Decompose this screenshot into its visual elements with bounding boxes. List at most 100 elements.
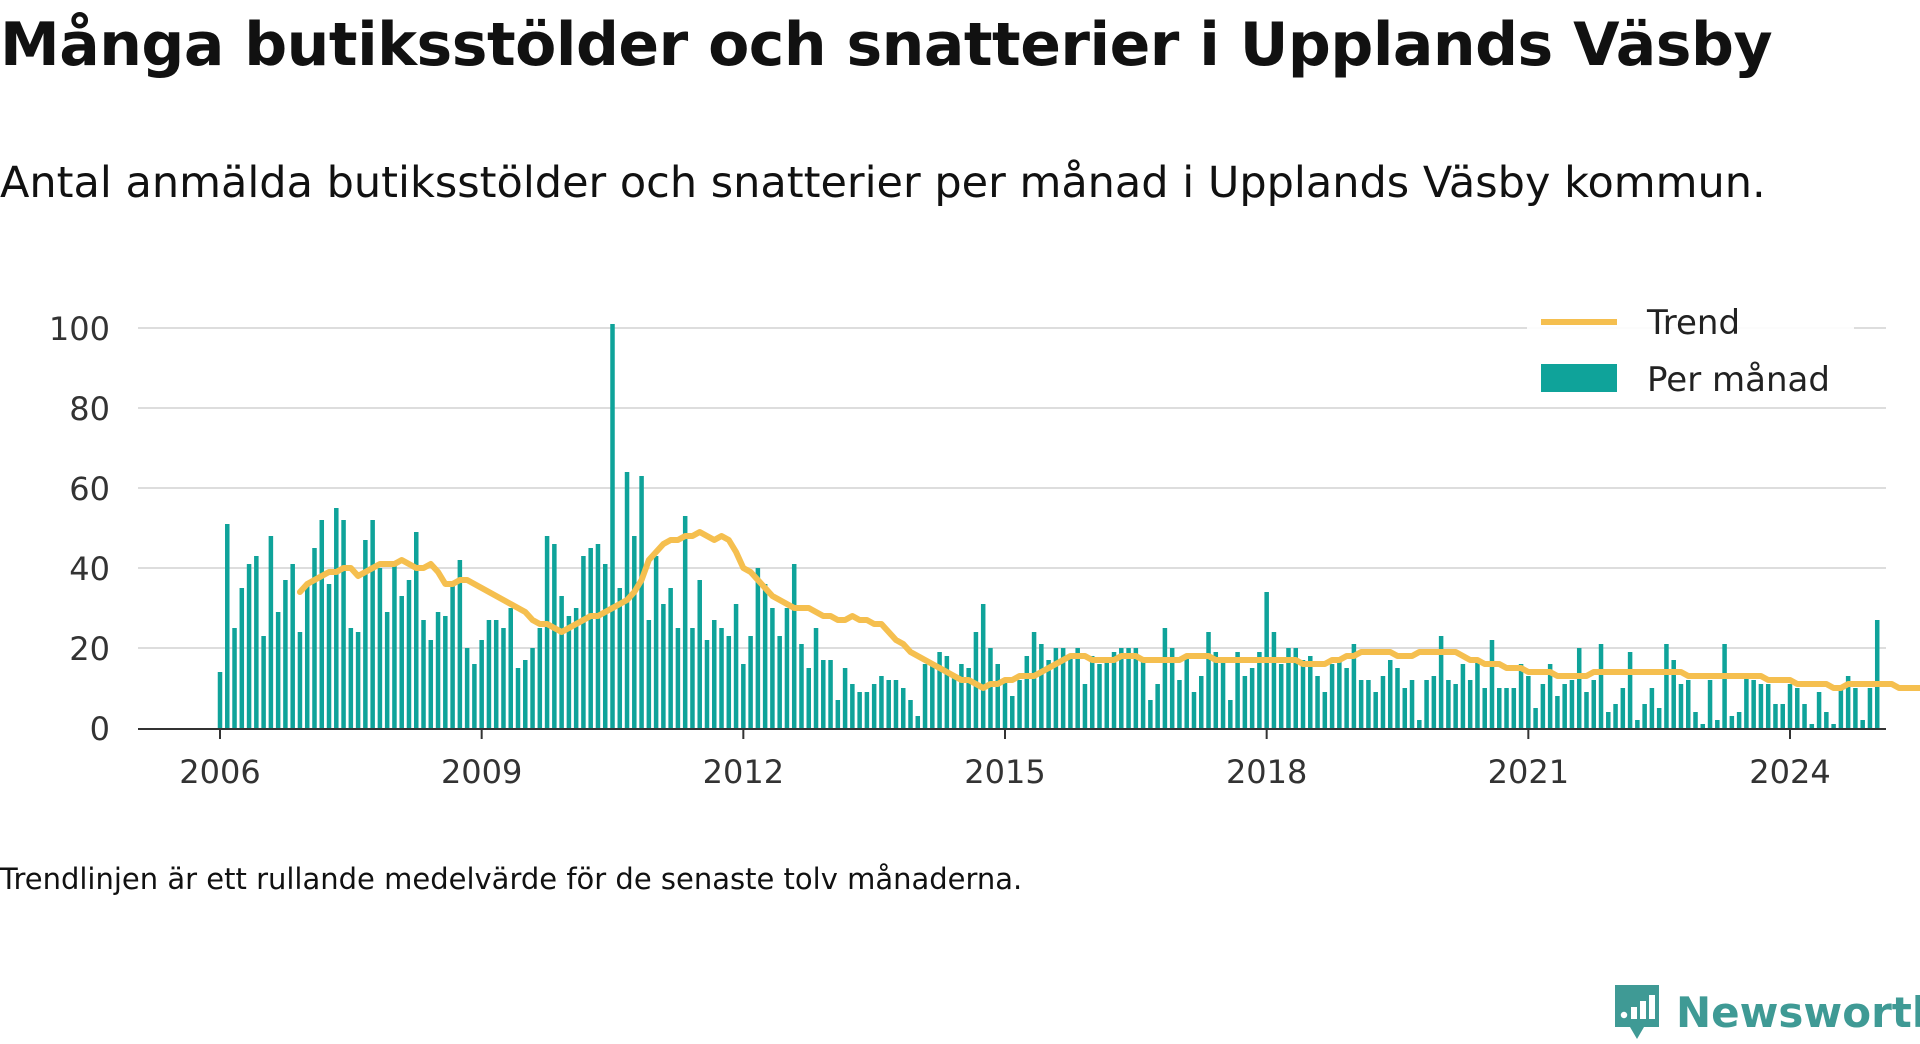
bar [828,660,833,728]
bar [1656,708,1662,728]
bar [1177,680,1182,728]
bar [515,668,521,728]
bar [1111,652,1117,728]
bar [457,560,463,728]
bar [922,664,928,728]
bar [1300,660,1306,728]
bar [1773,704,1778,728]
x-tick-label: 2018 [1226,753,1307,791]
x-tick-label: 2024 [1749,753,1830,791]
bar [1475,660,1480,728]
bar [1482,688,1487,728]
bar [1169,648,1175,728]
bar [1017,680,1022,728]
bar [1199,676,1204,728]
bar [312,548,317,728]
x-tick-label: 2015 [964,753,1045,791]
bar [406,580,412,728]
bar [770,608,775,728]
bar [602,564,608,728]
bar [239,588,245,728]
bar [559,596,564,728]
bar [1293,648,1298,728]
bar [1315,676,1320,728]
bar [1874,620,1880,728]
bar [1816,692,1822,728]
bar [864,692,870,728]
bar [421,620,426,728]
bar [414,532,419,728]
newsworthy-brand[interactable]: Newsworthy [1612,980,1920,1044]
bar [944,656,950,728]
bar [1031,632,1037,728]
bar [1620,688,1626,728]
bar [610,324,615,728]
bar [959,664,964,728]
bar [1845,676,1851,728]
bar [1867,688,1873,728]
bar [1438,636,1444,728]
bar [1715,720,1720,728]
bar [886,680,891,728]
bar [1119,648,1124,728]
bar [290,564,295,728]
bar [544,536,550,728]
bar [1860,720,1865,728]
bar [1606,712,1611,728]
trend-line [296,529,1920,691]
bar [799,644,804,728]
bar [493,620,499,728]
bar [1751,680,1756,728]
y-tick-label: 80 [69,390,110,428]
bar [1555,696,1560,728]
legend-per-manad-swatch [1541,364,1617,392]
bar [690,628,695,728]
bar [530,648,535,728]
bar [1489,640,1495,728]
bar [1039,644,1044,728]
bar [1722,644,1727,728]
bar [1329,664,1335,728]
bar [283,580,288,728]
bar [588,548,593,728]
bar [966,668,971,728]
bar [1460,664,1466,728]
bar [1729,716,1735,728]
bar [1097,664,1102,728]
bar [581,556,586,728]
bar [1569,680,1575,728]
bar [1511,688,1517,728]
bar [915,716,921,728]
bar [733,604,739,728]
bar [486,620,492,728]
bar [653,556,659,728]
bar [748,636,753,728]
bar [479,640,484,728]
bar [268,536,274,728]
bar [384,612,390,728]
bar [363,540,368,728]
bar [326,584,332,728]
bar [450,584,455,728]
bar [1133,648,1139,728]
bar [341,520,346,728]
bar [297,632,303,728]
bar [1598,644,1604,728]
bar [377,568,383,728]
bar [319,520,325,728]
bar [1853,688,1858,728]
bar [443,616,448,728]
bar [1649,688,1655,728]
bar [1373,692,1378,728]
bar [1467,680,1473,728]
bar [1046,660,1051,728]
bar [1024,656,1030,728]
bar [908,700,913,728]
bar [632,536,637,728]
bar [501,628,506,728]
bar [1068,656,1073,728]
bar [1424,680,1429,728]
bar [1322,692,1328,728]
bar [1380,676,1386,728]
bar [1351,644,1357,728]
